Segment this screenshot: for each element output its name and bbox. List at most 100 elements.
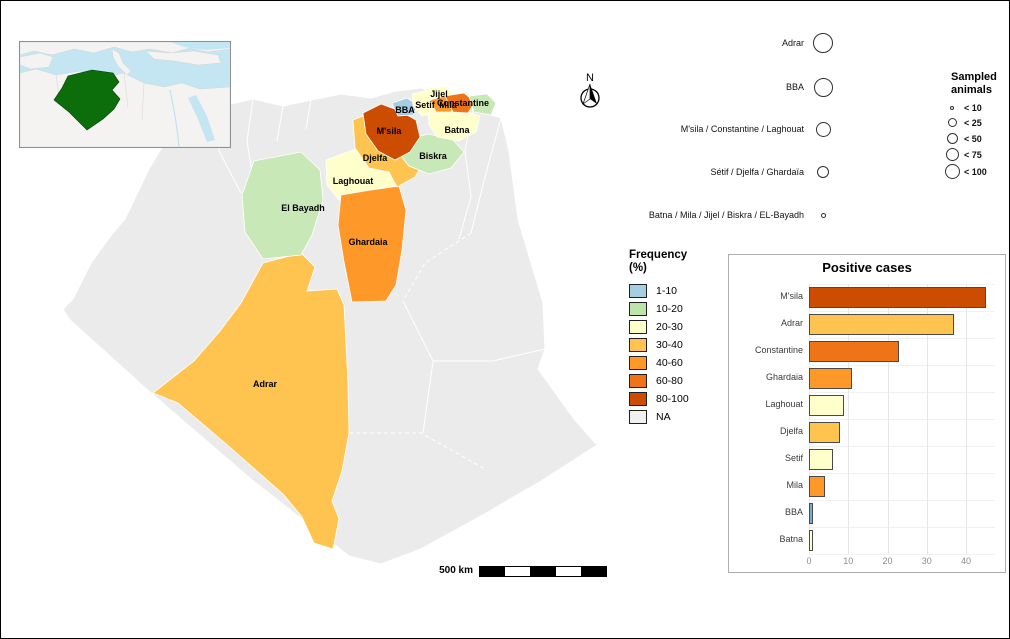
chart-plot-area: 0 10 20 30 40 M'sila Adrar Constantine Ghardaia L… <box>729 255 1005 572</box>
sampled-size-row: < 50 <box>942 131 1009 146</box>
bar-adrar <box>809 314 955 335</box>
sample-circle-wrap <box>804 212 842 218</box>
frequency-swatch <box>629 319 647 334</box>
frequency-legend-item: 10-20 <box>629 300 729 318</box>
size-circle <box>947 118 957 127</box>
h-gridline <box>809 311 995 312</box>
bar-category-label: Adrar <box>780 318 803 328</box>
frequency-legend-item: 30-40 <box>629 336 729 354</box>
sampled-size-row: < 25 <box>942 115 1009 130</box>
v-gridline <box>887 284 889 554</box>
bar-category-label: BBA <box>784 507 803 517</box>
sampled-region-label: BBA <box>785 82 804 92</box>
region-label-djelfa: Djelfa <box>363 153 389 163</box>
bar-category-label: Constantine <box>754 345 803 355</box>
sampled-size-row: < 10 <box>942 100 1009 115</box>
frequency-legend-item: NA <box>629 408 729 426</box>
size-circle <box>944 164 960 179</box>
region-label-biskra: Biskra <box>419 151 448 161</box>
bar-category-label: Setif <box>784 453 803 463</box>
sampled-region-row: M'sila / Constantine / Laghouat <box>592 116 842 142</box>
frequency-swatch <box>629 373 647 388</box>
sample-size-circle <box>813 77 833 97</box>
scale-segment <box>530 567 556 576</box>
bar-djelfa <box>809 422 841 443</box>
size-label: < 100 <box>964 166 987 177</box>
region-msila <box>362 103 421 161</box>
size-circle-wrap <box>942 164 962 179</box>
v-gridline <box>809 284 810 554</box>
region-label-batna: Batna <box>444 125 470 135</box>
bar-mila <box>809 476 825 497</box>
h-gridline <box>809 473 995 474</box>
sample-circle-wrap <box>804 166 842 178</box>
h-gridline <box>809 500 995 501</box>
size-circle <box>945 148 959 161</box>
bar-batna <box>809 530 813 551</box>
region-label-mila: Mila <box>439 100 457 110</box>
sampled-regions-legend: Adrar BBA M'sila / Constantine / Laghouat S… <box>1 1 1009 261</box>
region-label-laghouat: Laghouat <box>333 176 374 186</box>
frequency-legend-item: 1-10 <box>629 282 729 300</box>
sampled-size-row: < 100 <box>942 164 1009 179</box>
h-gridline <box>809 284 995 285</box>
x-tick-label: 40 <box>960 556 971 566</box>
region-label-el-bayadh: El Bayadh <box>281 203 325 213</box>
sampled-region-label: Sétif / Djelfa / Ghardaïa <box>710 167 804 177</box>
frequency-legend-title: Frequency <box>629 249 688 261</box>
region-constantine <box>444 92 476 114</box>
region-ne-green <box>468 93 497 116</box>
frequency-legend-item: 60-80 <box>629 372 729 390</box>
scale-segment <box>580 567 607 576</box>
v-gridline <box>848 284 850 554</box>
h-gridline <box>809 527 995 528</box>
red-sea <box>188 95 215 142</box>
europe-land <box>20 42 230 56</box>
iberia-land <box>20 52 54 70</box>
region-adrar <box>152 252 350 550</box>
sample-circle-wrap <box>804 77 842 97</box>
algeria-map: Jijel Constantine Mila BBA Setif M'sila … <box>62 85 598 565</box>
region-label-adrar: Adrar <box>253 379 278 389</box>
inset-map-north-africa <box>19 41 231 148</box>
region-label-ghardaia: Ghardaia <box>348 237 388 247</box>
sampled-region-label: M'sila / Constantine / Laghouat <box>680 124 804 134</box>
frequency-swatch <box>629 409 647 424</box>
sample-circle-wrap <box>804 33 842 53</box>
region-el-bayadh <box>241 151 324 260</box>
x-tick-label: 20 <box>882 556 893 566</box>
sample-size-circle <box>820 212 826 218</box>
chart-title: Positive cases <box>822 260 912 275</box>
algeria-highlight <box>53 69 121 131</box>
compass-needle-dark <box>590 84 597 104</box>
bar-bba <box>809 503 813 524</box>
positive-cases-chart: 0 10 20 30 40 M'sila Adrar Constantine Ghardaia L… <box>728 254 1006 573</box>
frequency-range-label: 10-20 <box>656 302 683 315</box>
scale-bar <box>479 566 607 577</box>
frequency-swatch <box>629 355 647 370</box>
h-gridline <box>809 392 995 393</box>
north-label: N <box>586 72 594 84</box>
bar-constantine <box>809 341 900 362</box>
frequency-range-label: 40-60 <box>656 356 683 369</box>
bar-category-label: M'sila <box>780 291 803 301</box>
frequency-legend: Frequency (%) 1-10 10-20 20-30 30-40 40-60 60… <box>629 249 729 426</box>
black-sea <box>170 42 230 50</box>
frequency-swatch <box>629 391 647 406</box>
region-label-setif: Setif <box>415 100 436 110</box>
region-ghardaia <box>337 185 407 303</box>
sampled-size-row: < 75 <box>942 147 1009 162</box>
size-label: < 75 <box>964 149 982 160</box>
sample-size-circle <box>815 121 831 137</box>
bar-category-label: Batna <box>779 534 803 544</box>
nile-river <box>169 89 180 147</box>
bar-setif <box>809 449 833 470</box>
bar-category-label: Djelfa <box>779 426 803 436</box>
sampled-region-row: Sétif / Djelfa / Ghardaïa <box>592 159 842 185</box>
sampled-animals-title: Sampled animals <box>951 71 997 96</box>
scale-segment <box>505 567 531 576</box>
sampled-region-row: Adrar <box>592 30 842 56</box>
sampled-region-row: BBA <box>592 74 842 100</box>
bar-category-label: Ghardaia <box>765 372 803 382</box>
size-label: < 50 <box>964 133 982 144</box>
